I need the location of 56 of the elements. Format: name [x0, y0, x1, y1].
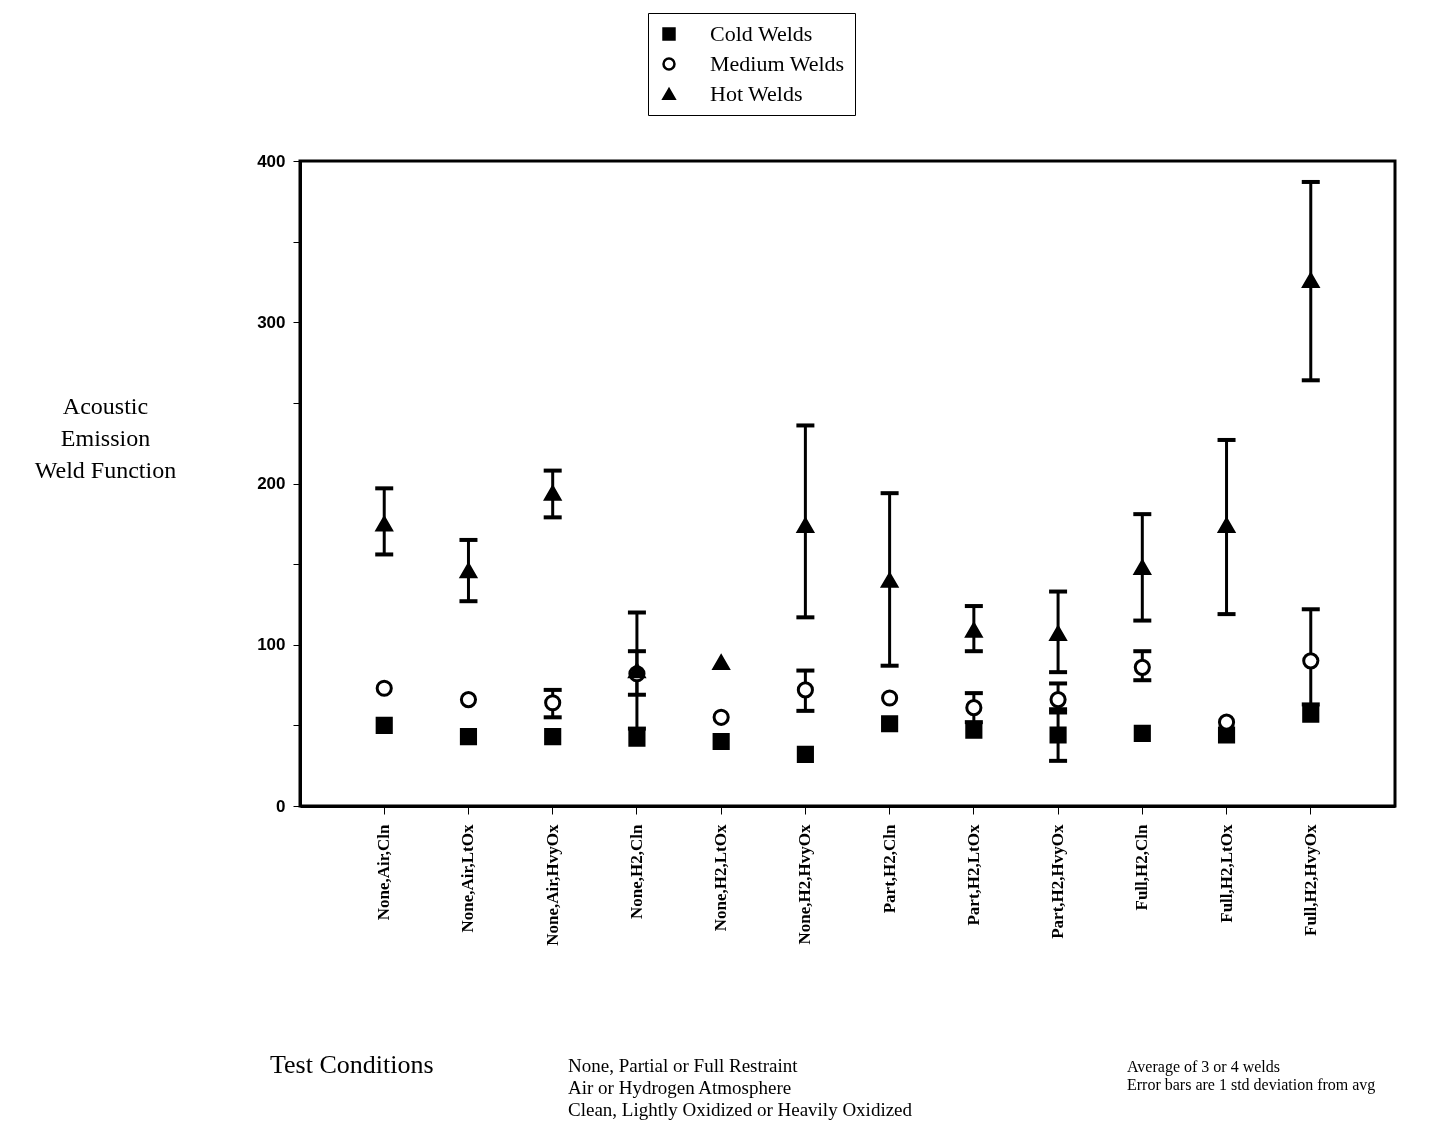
- point: [881, 715, 899, 733]
- point: [1217, 517, 1236, 534]
- x-tick-label: Part,H2,LtOx: [963, 824, 983, 926]
- text: Test Conditions: [270, 1050, 434, 1080]
- legend-label: Cold Welds: [710, 21, 813, 46]
- point: [796, 745, 814, 763]
- point: [628, 662, 646, 679]
- point: [796, 681, 814, 699]
- point: [1133, 724, 1151, 743]
- point: [1133, 559, 1151, 575]
- y-tick-label: 0: [276, 796, 286, 816]
- point: [628, 729, 646, 747]
- x-tick-label: None,Air,HvyOx: [542, 824, 562, 946]
- point: [796, 517, 814, 534]
- point: [544, 728, 562, 746]
- x-tick-label: None,H2,Cln: [626, 823, 646, 919]
- point: [1049, 726, 1067, 744]
- x-tick-label: Part,H2,HvyOx: [1048, 824, 1068, 939]
- text: Average of 3 or 4 welds Error bars are 1 std deviation from avg: [1127, 1058, 1376, 1094]
- point: [375, 716, 393, 734]
- point: [544, 485, 562, 501]
- y-tick-label: 200: [257, 474, 286, 493]
- x-tick-label: Full,H2,Cln: [1132, 823, 1152, 911]
- x-tick-label: None,Air,Cln: [374, 823, 394, 921]
- y-tick-label: 400: [257, 151, 286, 171]
- point: [459, 728, 478, 746]
- point: [712, 654, 730, 671]
- point: [965, 622, 983, 638]
- point: [712, 732, 730, 751]
- point: [375, 679, 393, 697]
- y-tick-label: 100: [257, 635, 286, 655]
- point: [459, 691, 478, 709]
- x-tick-label: Full,H2,LtOx: [1216, 824, 1236, 923]
- y-tick-label: 300: [257, 312, 286, 332]
- x-tick-label: Part,H2,Cln: [879, 823, 899, 914]
- x-tick-label: None,Air,LtOx: [458, 824, 478, 933]
- point: [1133, 658, 1151, 676]
- point: [965, 721, 983, 739]
- y-axis-title: Acoustic Emission Weld Function: [34, 392, 177, 483]
- x-tick-label: None,H2,HvyOx: [795, 824, 815, 945]
- point: [375, 516, 393, 532]
- point: [1302, 272, 1320, 288]
- point: [1302, 705, 1320, 723]
- text: None, Partial or Full Restraint Air or Hydrogen Atmosphere Clean, Lightly Oxidized or Heavily Oxidized: [568, 1055, 913, 1121]
- point: [544, 694, 562, 712]
- x-tick-label: Full,H2,HvyOx: [1300, 824, 1320, 936]
- legend-label: Hot Welds: [710, 81, 803, 106]
- point: [881, 572, 899, 588]
- point: [459, 562, 478, 579]
- legend-label: Medium Welds: [710, 51, 845, 76]
- point: [881, 689, 899, 707]
- x-tick-label: None,H2,LtOx: [711, 824, 731, 932]
- point: [965, 699, 983, 717]
- point: [1302, 652, 1320, 670]
- point: [712, 708, 730, 726]
- point: [1049, 625, 1067, 642]
